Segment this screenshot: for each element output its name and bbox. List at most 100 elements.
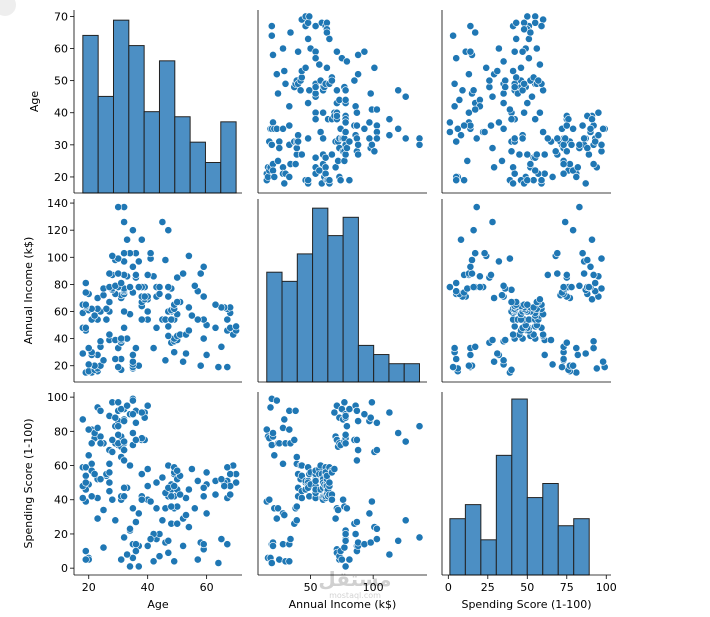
scatter-point — [292, 502, 301, 511]
scatter-point — [452, 137, 461, 146]
histogram-bar — [204, 162, 222, 194]
scatter-point — [452, 176, 461, 185]
scatter-point — [137, 408, 146, 417]
scatter-point — [482, 63, 491, 72]
scatter-point — [581, 179, 590, 188]
scatter-point — [352, 121, 361, 130]
scatter-point — [458, 86, 467, 95]
scatter-point — [540, 150, 549, 159]
scatter-point — [108, 447, 117, 456]
scatter-point — [572, 368, 581, 377]
x-tick-label: 100 — [596, 581, 617, 594]
scatter-point — [394, 124, 403, 133]
scatter-point — [531, 166, 540, 175]
scatter-point — [311, 476, 320, 485]
scatter-point — [488, 336, 497, 344]
panel-spending-score-1-100-vs-spending-score-1-100: 0 25 50 75 100 — [441, 392, 617, 594]
scatter-point — [512, 35, 521, 43]
scatter-point — [274, 504, 282, 513]
scatter-point — [285, 121, 294, 130]
scatter-point — [464, 108, 473, 117]
scatter-point — [539, 330, 547, 339]
scatter-point — [589, 160, 598, 168]
scatter-point — [226, 490, 235, 499]
histogram-bar — [542, 483, 559, 576]
scatter-point — [285, 172, 294, 181]
scatter-point — [334, 506, 342, 514]
scatter-point — [385, 131, 394, 140]
histogram-bar — [112, 19, 130, 194]
scatter-point — [184, 326, 193, 335]
scatter-point — [134, 562, 143, 571]
scatter-point — [360, 47, 369, 56]
scatter-point — [123, 550, 131, 559]
scatter-point — [111, 516, 120, 525]
scatter-point — [569, 124, 577, 133]
scatter-point — [501, 336, 510, 344]
scatter-point — [173, 273, 182, 282]
scatter-point — [509, 330, 517, 339]
scatter-point — [211, 300, 220, 309]
scatter-point — [315, 60, 324, 69]
scatter-point — [311, 54, 320, 63]
histogram-bar — [189, 141, 206, 194]
scatter-point — [575, 203, 584, 211]
scatter-point — [311, 115, 320, 124]
scatter-point — [573, 350, 582, 359]
scatter-point — [450, 102, 459, 111]
scatter-point — [523, 150, 532, 159]
scatter-point — [401, 516, 410, 525]
y-tick-label: 30 — [54, 139, 68, 152]
scatter-point — [279, 124, 287, 133]
scatter-point — [471, 249, 480, 258]
scatter-point — [562, 338, 571, 347]
scatter-point — [99, 543, 108, 552]
scatter-point — [167, 502, 176, 511]
scatter-point — [341, 411, 350, 420]
scatter-point — [84, 451, 93, 460]
scatter-point — [146, 249, 155, 258]
scatter-point — [330, 465, 339, 473]
y-axis-label-spending-score-1-100: Spending Score (1-100) — [22, 418, 35, 548]
scatter-point — [499, 124, 508, 133]
scatter-point — [223, 315, 232, 324]
scatter-point — [322, 18, 331, 27]
scatter-point — [120, 456, 128, 465]
scatter-point — [460, 121, 468, 130]
scatter-point — [137, 235, 146, 244]
scatter-point — [370, 147, 379, 156]
scatter-point — [575, 140, 584, 149]
scatter-point — [488, 144, 497, 152]
scatter-point — [117, 555, 126, 564]
x-tick-label: 20 — [82, 581, 96, 594]
scatter-point — [96, 475, 105, 484]
scatter-point — [152, 478, 161, 487]
scatter-point — [532, 44, 541, 53]
scatter-point — [108, 435, 117, 444]
scatter-point — [274, 156, 282, 165]
scatter-point — [523, 300, 532, 309]
scatter-point — [84, 360, 93, 369]
y-tick-label: 120 — [47, 224, 68, 237]
scatter-point — [217, 535, 226, 543]
scatter-point — [137, 315, 146, 324]
scatter-point — [561, 218, 570, 226]
scatter-point — [487, 270, 495, 279]
scatter-point — [449, 363, 457, 371]
scatter-point — [304, 18, 312, 27]
scatter-point — [131, 435, 140, 444]
scatter-point — [120, 533, 128, 542]
y-axis-label-age: Age — [28, 91, 41, 113]
scatter-point — [155, 283, 164, 291]
scatter-point — [539, 86, 547, 95]
scatter-point — [305, 12, 314, 21]
scatter-point — [81, 478, 90, 487]
scatter-point — [327, 76, 336, 85]
scatter-point — [585, 283, 593, 291]
scatter-point — [84, 344, 93, 352]
scatter-point — [558, 363, 566, 371]
scatter-point — [286, 535, 295, 543]
scatter-point — [536, 295, 544, 304]
scatter-point — [280, 415, 289, 424]
scatter-point — [385, 408, 394, 417]
